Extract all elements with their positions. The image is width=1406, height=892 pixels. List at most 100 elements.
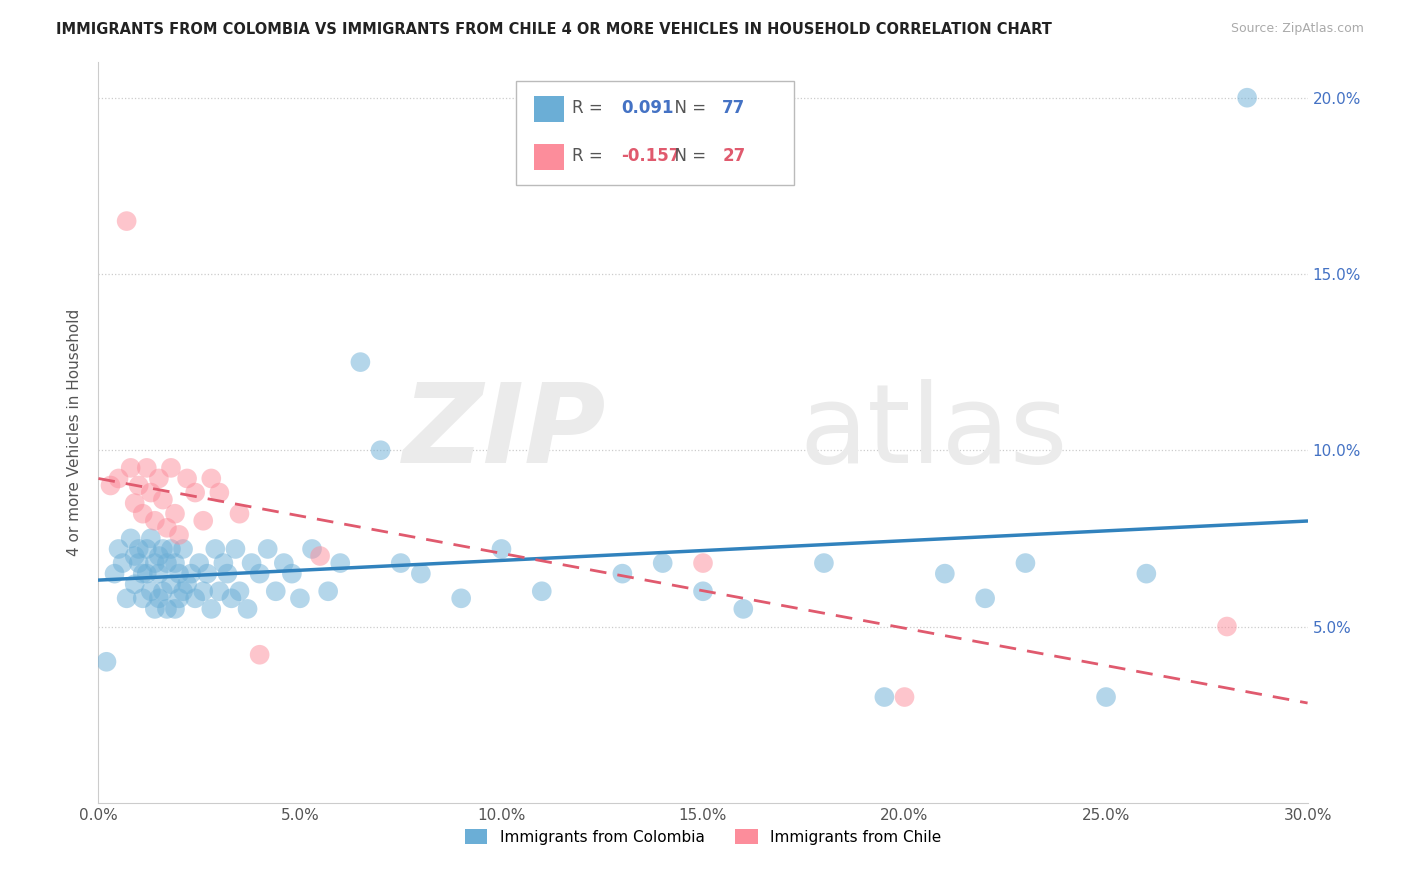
Point <box>132 507 155 521</box>
Point <box>160 577 183 591</box>
Point <box>873 690 896 704</box>
Point <box>204 541 226 556</box>
Point <box>163 507 186 521</box>
Text: R =: R = <box>572 99 609 118</box>
Point <box>148 549 170 563</box>
Point <box>132 566 155 581</box>
Point <box>107 471 129 485</box>
Point <box>316 584 339 599</box>
Point <box>212 556 235 570</box>
Point <box>1135 566 1157 581</box>
Point <box>167 528 190 542</box>
Point <box>176 471 198 485</box>
Point <box>288 591 311 606</box>
Point <box>264 584 287 599</box>
Point <box>135 541 157 556</box>
Point <box>329 556 352 570</box>
Point <box>301 541 323 556</box>
Point <box>236 602 259 616</box>
Point <box>256 541 278 556</box>
Point <box>156 521 179 535</box>
Point <box>135 566 157 581</box>
Point <box>188 556 211 570</box>
Point <box>143 602 166 616</box>
Point <box>193 514 215 528</box>
Point <box>200 471 222 485</box>
Point <box>221 591 243 606</box>
Point <box>143 514 166 528</box>
Point <box>491 541 513 556</box>
Point <box>450 591 472 606</box>
Point <box>692 556 714 570</box>
Point <box>273 556 295 570</box>
Point <box>172 584 194 599</box>
Point <box>128 541 150 556</box>
Point <box>103 566 125 581</box>
Point <box>217 566 239 581</box>
Point <box>152 541 174 556</box>
Point <box>152 584 174 599</box>
Point <box>370 443 392 458</box>
Point <box>1236 91 1258 105</box>
Text: Source: ZipAtlas.com: Source: ZipAtlas.com <box>1230 22 1364 36</box>
Point <box>152 492 174 507</box>
Point <box>612 566 634 581</box>
Point <box>651 556 673 570</box>
Point <box>100 478 122 492</box>
Point <box>195 566 218 581</box>
Y-axis label: 4 or more Vehicles in Household: 4 or more Vehicles in Household <box>67 309 83 557</box>
Point <box>530 584 553 599</box>
Text: 0.091: 0.091 <box>621 99 673 118</box>
Point <box>974 591 997 606</box>
Point <box>96 655 118 669</box>
Point <box>124 549 146 563</box>
Point <box>249 648 271 662</box>
Point <box>1216 619 1239 633</box>
Point <box>120 532 142 546</box>
Text: 77: 77 <box>723 99 745 118</box>
Point <box>139 532 162 546</box>
FancyBboxPatch shape <box>516 81 793 185</box>
Point <box>135 461 157 475</box>
Point <box>148 471 170 485</box>
Point <box>893 690 915 704</box>
Point <box>160 541 183 556</box>
Point <box>128 478 150 492</box>
Point <box>120 461 142 475</box>
Point <box>167 566 190 581</box>
Point <box>193 584 215 599</box>
Point <box>349 355 371 369</box>
Point <box>228 507 250 521</box>
Point <box>167 591 190 606</box>
Point <box>107 541 129 556</box>
Point <box>156 602 179 616</box>
Point <box>124 577 146 591</box>
Point <box>139 485 162 500</box>
Text: R =: R = <box>572 147 609 165</box>
Point <box>200 602 222 616</box>
Point <box>692 584 714 599</box>
Point <box>163 556 186 570</box>
Point <box>409 566 432 581</box>
Point <box>934 566 956 581</box>
Point <box>208 584 231 599</box>
Point <box>733 602 755 616</box>
Text: N =: N = <box>664 99 711 118</box>
Point <box>148 566 170 581</box>
Point <box>389 556 412 570</box>
Legend: Immigrants from Colombia, Immigrants from Chile: Immigrants from Colombia, Immigrants fro… <box>458 822 948 851</box>
Point <box>111 556 134 570</box>
Point <box>1014 556 1036 570</box>
Point <box>128 556 150 570</box>
Point <box>240 556 263 570</box>
Text: IMMIGRANTS FROM COLOMBIA VS IMMIGRANTS FROM CHILE 4 OR MORE VEHICLES IN HOUSEHOL: IMMIGRANTS FROM COLOMBIA VS IMMIGRANTS F… <box>56 22 1052 37</box>
Point <box>249 566 271 581</box>
Point <box>148 591 170 606</box>
Point <box>139 584 162 599</box>
Text: 27: 27 <box>723 147 745 165</box>
Text: N =: N = <box>664 147 711 165</box>
Point <box>156 556 179 570</box>
Text: ZIP: ZIP <box>402 379 606 486</box>
Point <box>172 541 194 556</box>
Point <box>176 577 198 591</box>
